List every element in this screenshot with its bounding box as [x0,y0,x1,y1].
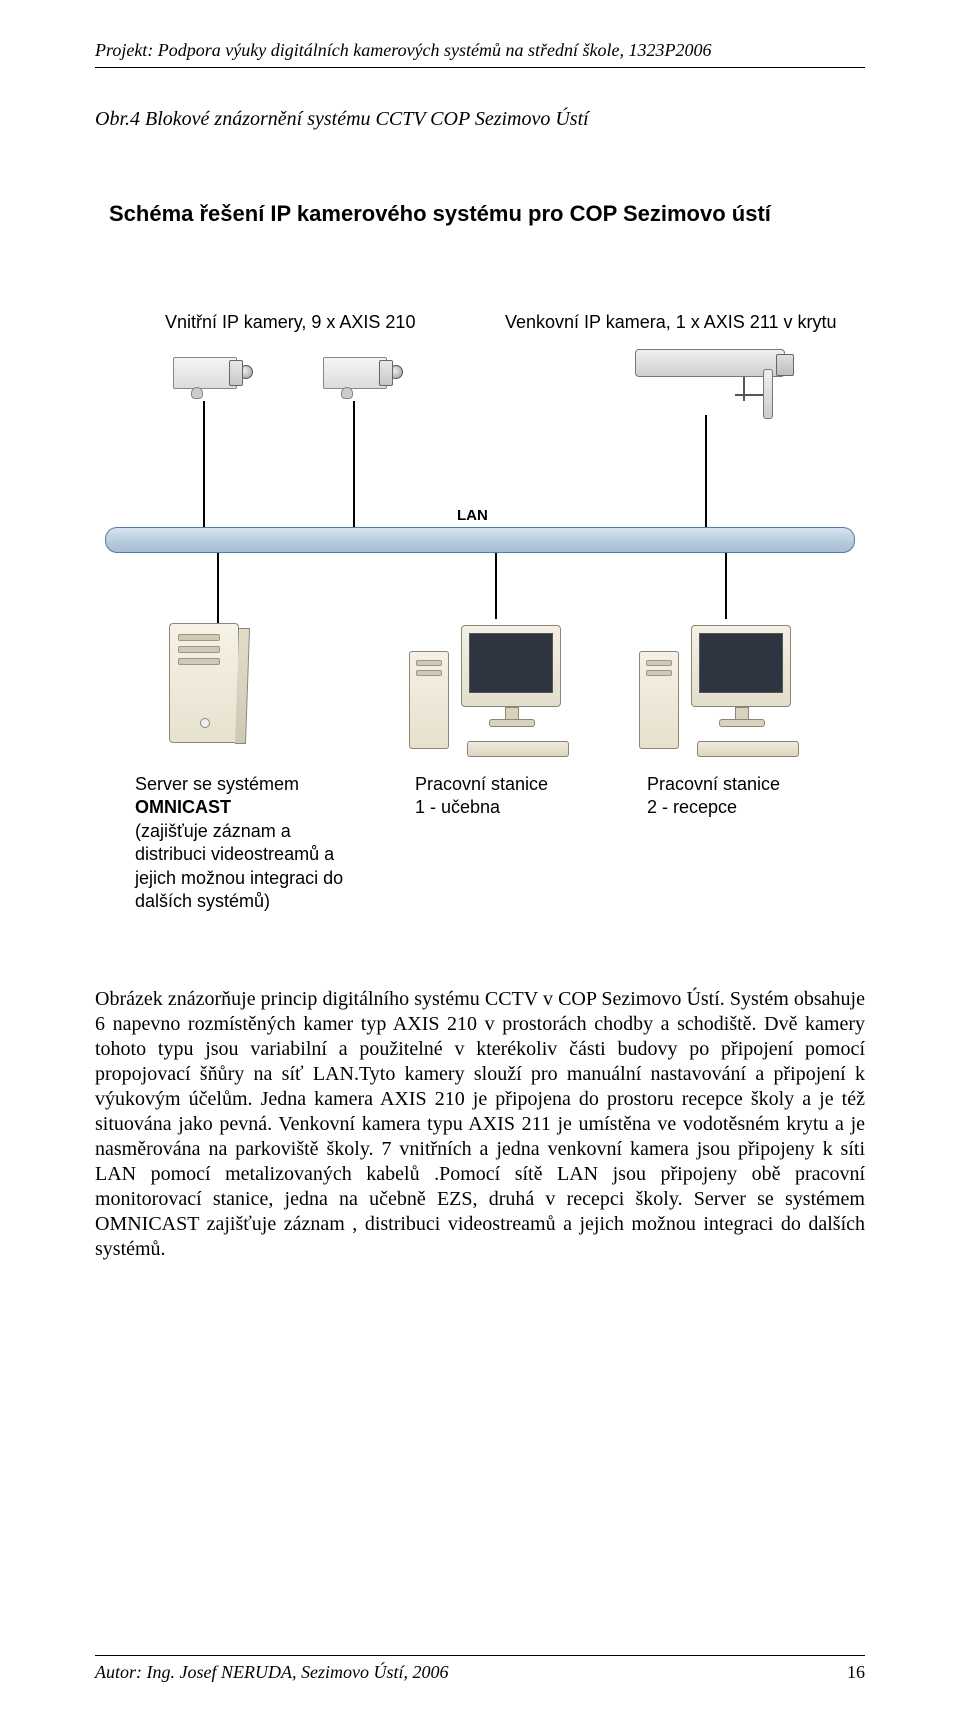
connector-line [495,553,497,619]
workstation-icon [409,621,569,761]
connector-line [353,401,355,527]
server-icon [169,623,255,753]
lan-label: LAN [457,507,488,524]
body-paragraph: Obrázek znázorňuje princip digitálního s… [95,987,865,1262]
diagram-title: Schéma řešení IP kamerového systému pro … [109,201,771,227]
figure-caption: Obr.4 Blokové znázornění systému CCTV CO… [95,108,865,131]
connector-line [217,553,219,623]
label-internal-cams: Vnitřní IP kamery, 9 x AXIS 210 [165,311,415,334]
camera-internal-icon [155,351,243,395]
label-server: Server se systémem OMNICAST (zajišťuje z… [135,773,395,913]
connector-line [705,415,707,527]
page-footer: Autor: Ing. Josef NERUDA, Sezimovo Ústí,… [95,1655,865,1683]
camera-external-icon [635,349,795,419]
workstation-icon [639,621,799,761]
camera-internal-icon [305,351,393,395]
label-ws2: Pracovní stanice 2 - recepce [647,773,780,820]
footer-pagenum: 16 [847,1662,865,1683]
connector-line [725,553,727,619]
footer-author: Autor: Ing. Josef NERUDA, Sezimovo Ústí,… [95,1662,448,1683]
page-header: Projekt: Podpora výuky digitálních kamer… [95,40,865,68]
label-ws1: Pracovní stanice 1 - učebna [415,773,548,820]
diagram-schema: Schéma řešení IP kamerového systému pro … [95,191,865,951]
label-external-cam: Venkovní IP kamera, 1 x AXIS 211 v krytu [505,311,837,334]
connector-line [203,401,205,527]
lan-bar [105,527,855,553]
